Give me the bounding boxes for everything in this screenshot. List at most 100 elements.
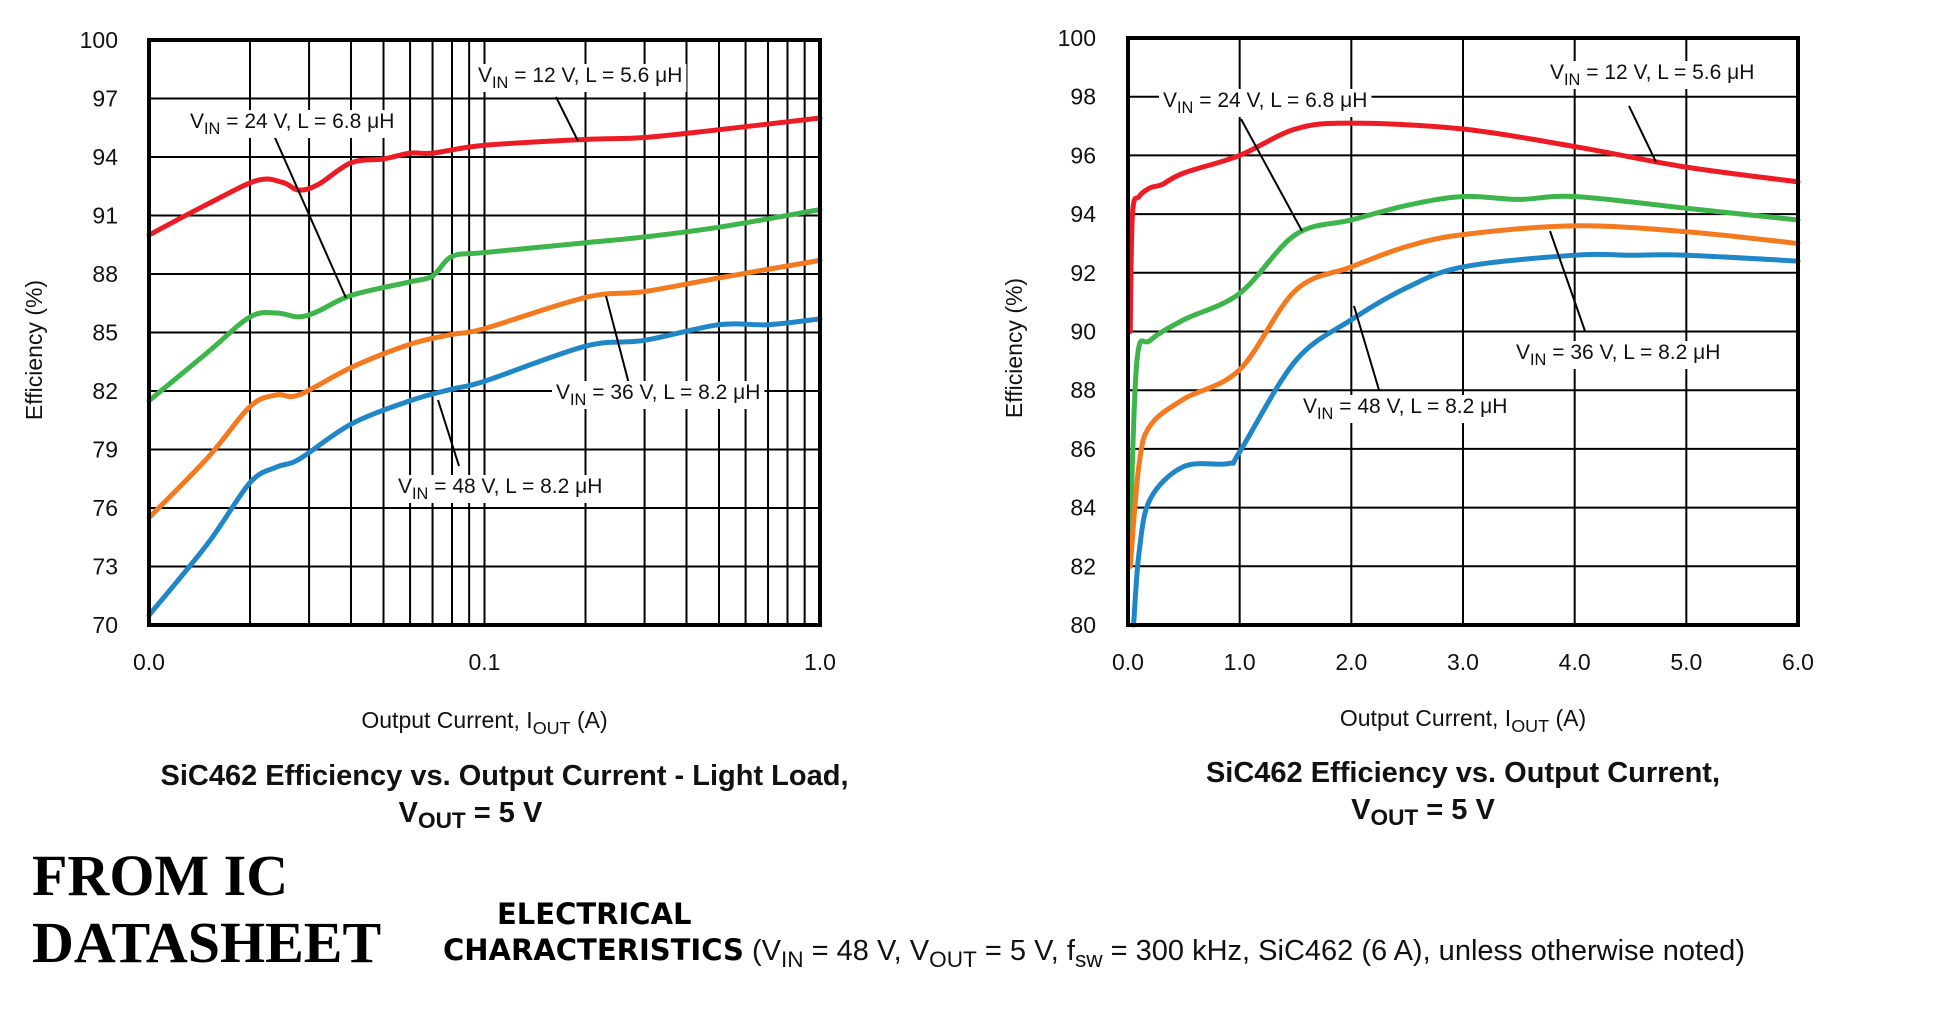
plot-frame bbox=[1126, 36, 1800, 627]
annotation-leader bbox=[605, 295, 630, 385]
series-annotation: VIN = 36 V, L = 8.2 μH bbox=[1516, 341, 1720, 369]
series-line-48v bbox=[1131, 251, 1801, 628]
x-tick-label: 1.0 bbox=[1224, 649, 1256, 675]
series-annotation-sub: IN bbox=[204, 120, 220, 138]
series-line-12v bbox=[1127, 120, 1801, 334]
x-tick-label: 0.1 bbox=[469, 649, 501, 675]
x-axis-title-main: Output Current, I bbox=[361, 707, 532, 733]
y-tick-label: 86 bbox=[1070, 436, 1096, 462]
series-annotation-rest: = 36 V, L = 8.2 μH bbox=[1546, 341, 1720, 364]
series-annotation: VIN = 48 V, L = 8.2 μH bbox=[398, 475, 602, 503]
series-annotation-main: V bbox=[1303, 395, 1317, 418]
y-tick-label: 80 bbox=[1070, 612, 1096, 638]
condition-subscript: sw bbox=[1075, 947, 1103, 972]
series-annotation-sub: IN bbox=[570, 391, 586, 409]
x-tick-label: 2.0 bbox=[1335, 649, 1367, 675]
series-annotation-main: V bbox=[478, 64, 492, 87]
series-annotation: VIN = 36 V, L = 8.2 μH bbox=[556, 381, 760, 409]
series-line-36v bbox=[146, 257, 823, 521]
series-line-24v bbox=[1127, 193, 1801, 540]
chart-title-line2-main: V bbox=[1351, 794, 1371, 826]
y-tick-label: 100 bbox=[80, 27, 118, 53]
characteristics-heading: CHARACTERISTICS bbox=[443, 933, 744, 967]
annotation-leader bbox=[555, 96, 579, 142]
annotation-leader bbox=[1353, 305, 1380, 391]
y-tick-label: 91 bbox=[92, 203, 118, 229]
series-annotation-sub: IN bbox=[1317, 405, 1333, 423]
x-tick-label: 4.0 bbox=[1559, 649, 1591, 675]
y-tick-label: 84 bbox=[1070, 495, 1096, 521]
y-tick-label: 100 bbox=[1058, 25, 1096, 51]
series-line-48v bbox=[146, 316, 823, 618]
condition-subscript: OUT bbox=[929, 947, 977, 972]
annotation-background bbox=[474, 64, 687, 92]
annotation-leader bbox=[1549, 230, 1586, 332]
x-axis-title-rest: (A) bbox=[1549, 705, 1586, 731]
y-tick-label: 92 bbox=[1070, 260, 1096, 286]
annotation-background bbox=[1512, 341, 1725, 369]
x-tick-label: 0.0 bbox=[133, 649, 165, 675]
series-line-12v bbox=[146, 115, 823, 238]
annotation-background bbox=[1546, 61, 1759, 89]
y-tick-label: 82 bbox=[1070, 553, 1096, 579]
series-annotation-main: V bbox=[398, 475, 412, 498]
annotation-background bbox=[1159, 89, 1372, 117]
x-axis-title: Output Current, IOUT (A) bbox=[361, 707, 607, 738]
plot-frame bbox=[147, 38, 822, 627]
y-tick-label: 94 bbox=[1070, 201, 1096, 227]
series-annotation-sub: IN bbox=[1530, 351, 1546, 369]
grid bbox=[1127, 37, 1799, 626]
stamp-from-ic: FROM IC bbox=[32, 843, 288, 908]
y-tick-label: 94 bbox=[92, 144, 118, 170]
electrical-heading: ELECTRICAL bbox=[497, 897, 692, 931]
series-annotation: VIN = 24 V, L = 6.8 μH bbox=[1163, 89, 1367, 117]
y-tick-label: 88 bbox=[1070, 377, 1096, 403]
stamp-datasheet: DATASHEET bbox=[32, 910, 381, 975]
annotation-background bbox=[1299, 395, 1512, 423]
y-axis-title: Efficiency (%) bbox=[21, 280, 47, 420]
condition-subscript: IN bbox=[781, 947, 804, 972]
series-annotation-rest: = 24 V, L = 6.8 μH bbox=[1193, 89, 1367, 112]
series-annotation-main: V bbox=[1163, 89, 1177, 112]
chart-title-line2-rest: = 5 V bbox=[466, 797, 543, 829]
series-annotation-rest: = 36 V, L = 8.2 μH bbox=[586, 381, 760, 404]
series-annotation-sub: IN bbox=[1177, 99, 1193, 117]
x-axis-title-sub: OUT bbox=[1511, 716, 1549, 736]
y-tick-label: 97 bbox=[92, 86, 118, 112]
series-annotation-rest: = 24 V, L = 6.8 μH bbox=[220, 110, 394, 133]
chart-title: SiC462 Efficiency vs. Output Current, bbox=[1206, 757, 1720, 789]
series-line-24v bbox=[146, 207, 823, 404]
annotation-background bbox=[552, 381, 765, 409]
annotation-leader bbox=[1628, 105, 1657, 163]
condition-text: = 5 V, f bbox=[977, 935, 1076, 967]
x-axis-title-rest: (A) bbox=[571, 707, 608, 733]
y-tick-label: 73 bbox=[92, 554, 118, 580]
y-tick-label: 79 bbox=[92, 437, 118, 463]
chart-title-line2-rest: = 5 V bbox=[1418, 794, 1495, 826]
y-tick-label: 85 bbox=[92, 320, 118, 346]
series-annotation-rest: = 12 V, L = 5.6 μH bbox=[508, 64, 682, 87]
series-annotation-main: V bbox=[556, 381, 570, 404]
annotation-leader bbox=[437, 399, 460, 467]
y-tick-label: 76 bbox=[92, 495, 118, 521]
series-annotation-sub: IN bbox=[492, 74, 508, 92]
characteristics-line: CHARACTERISTICS (VIN = 48 V, VOUT = 5 V,… bbox=[443, 933, 1745, 972]
y-tick-label: 96 bbox=[1070, 142, 1096, 168]
x-axis-title-sub: OUT bbox=[533, 718, 571, 738]
x-tick-label: 6.0 bbox=[1782, 649, 1814, 675]
chart-title: SiC462 Efficiency vs. Output Current - L… bbox=[160, 760, 848, 792]
series-annotation-main: V bbox=[1550, 61, 1564, 84]
x-tick-label: 1.0 bbox=[804, 649, 836, 675]
series-line-36v bbox=[1127, 223, 1801, 569]
y-tick-label: 90 bbox=[1070, 319, 1096, 345]
y-tick-label: 82 bbox=[92, 378, 118, 404]
y-tick-label: 70 bbox=[92, 612, 118, 638]
series-annotation: VIN = 48 V, L = 8.2 μH bbox=[1303, 395, 1507, 423]
x-axis-title-main: Output Current, I bbox=[1340, 705, 1511, 731]
chart-title-line2-main: V bbox=[399, 797, 419, 829]
series-annotation-main: V bbox=[190, 110, 204, 133]
annotation-background bbox=[186, 110, 399, 138]
condition-text: = 48 V, V bbox=[804, 935, 930, 967]
